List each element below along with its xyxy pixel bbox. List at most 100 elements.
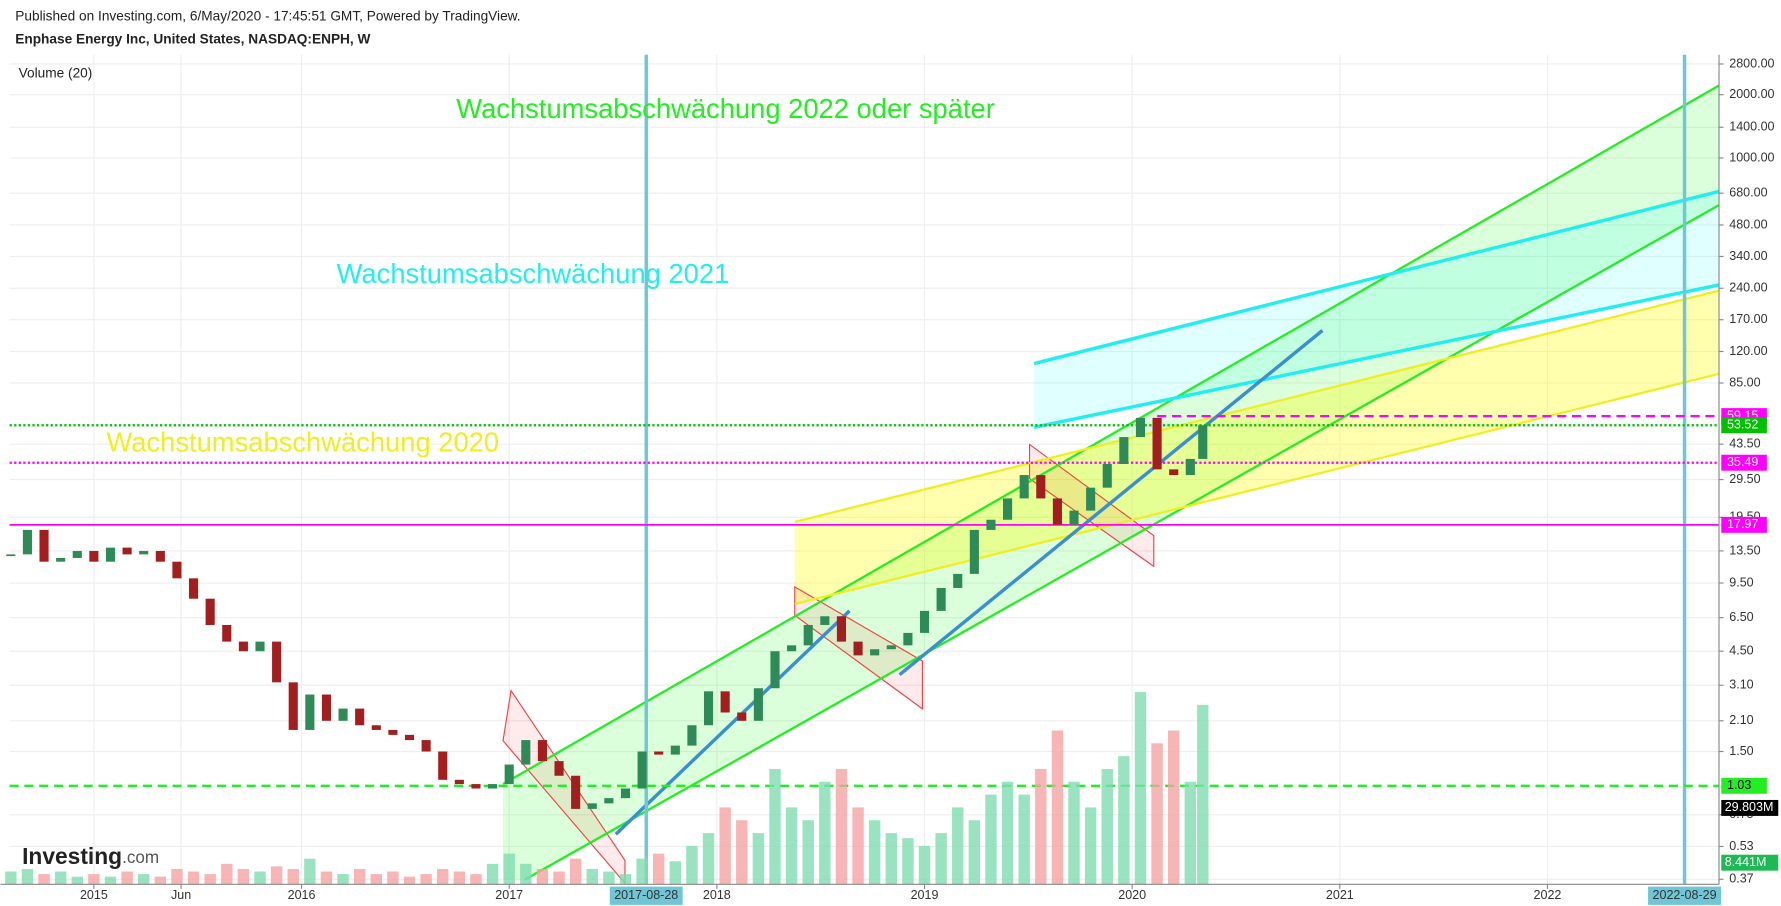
y-tick-label: 3.10 <box>1729 678 1753 692</box>
volume-label: 8.441M <box>1725 855 1767 869</box>
volume-bar <box>1068 781 1080 885</box>
candle <box>637 751 647 789</box>
logo: Investing.com <box>22 843 159 869</box>
y-tick-label: 170.00 <box>1729 312 1767 326</box>
volume-bar <box>337 874 349 885</box>
volume-bar <box>852 807 864 885</box>
candle <box>155 550 165 562</box>
volume-label: 29.803M <box>1725 800 1774 814</box>
candle <box>554 761 564 776</box>
volume-bar <box>719 807 731 885</box>
candle <box>72 550 82 558</box>
volume-bar <box>204 874 216 885</box>
annotation: Wachstumsabschwächung 2022 oder später <box>456 93 995 124</box>
candle <box>936 587 946 611</box>
price-label: 17.97 <box>1727 517 1758 531</box>
candle <box>122 547 132 555</box>
volume-bar <box>636 858 648 885</box>
volume-bar <box>603 871 615 885</box>
symbol-line: Enphase Energy Inc, United States, NASDA… <box>15 31 370 46</box>
channel-line <box>1033 189 1720 366</box>
y-tick-label: 2000.00 <box>1729 87 1774 101</box>
volume-bar <box>1051 730 1064 885</box>
candle <box>22 529 32 555</box>
trend-line <box>898 329 1324 676</box>
candle <box>820 616 830 625</box>
candle <box>1052 498 1062 525</box>
volume-bar <box>1001 781 1014 885</box>
candle <box>438 751 448 780</box>
candle <box>1102 463 1112 488</box>
candle <box>986 519 996 530</box>
volume-bar <box>985 794 997 885</box>
x-tick-label: 2020 <box>1118 888 1146 902</box>
volume-bar <box>902 838 914 885</box>
volume-bar <box>586 868 598 885</box>
x-tick-label: 2019 <box>911 888 939 902</box>
marker-label: 2017-08-28 <box>614 888 678 902</box>
candle <box>1036 475 1046 499</box>
candle <box>737 712 747 721</box>
volume-bar <box>1018 794 1030 885</box>
volume-bar <box>154 876 167 885</box>
volume-bar <box>270 866 283 885</box>
annotation: Wachstumsabschwächung 2021 <box>337 258 730 289</box>
candle <box>836 616 847 642</box>
volume-label-box <box>1721 799 1779 816</box>
volume-bar <box>71 876 83 885</box>
plot <box>5 54 1720 885</box>
candle <box>305 694 315 730</box>
axes: 2800.00 2000.00 1400.00 1000.00 680.00 480.00… <box>80 56 1779 905</box>
volume-bar <box>835 768 848 885</box>
y-tick-label: 9.50 <box>1729 575 1753 589</box>
candle <box>105 547 116 562</box>
candle <box>139 550 149 555</box>
candle <box>1169 469 1179 476</box>
candle <box>787 645 797 652</box>
volume-bar <box>138 874 150 885</box>
volume-bar <box>868 820 881 885</box>
candle <box>753 688 763 721</box>
volume-bar <box>237 868 250 885</box>
volume-bar <box>1134 692 1147 885</box>
candle <box>355 708 365 726</box>
candle <box>587 803 597 809</box>
candle <box>6 554 16 557</box>
volume-bar <box>221 863 233 885</box>
y-tick-label: 0.53 <box>1729 839 1753 853</box>
y-tick-label: 29.50 <box>1729 472 1760 486</box>
volume-bar <box>536 868 549 885</box>
marker-label-box <box>1648 886 1722 905</box>
volume-bar <box>736 820 748 885</box>
x-tick-label: 2018 <box>703 888 731 902</box>
candle <box>172 561 182 579</box>
price-label-box <box>1721 417 1767 434</box>
candle <box>205 598 215 625</box>
volume-bar <box>1167 730 1180 885</box>
volume-bar <box>686 845 698 885</box>
candle <box>703 691 714 726</box>
candle <box>620 788 631 799</box>
candle <box>321 694 332 721</box>
volume-bar <box>769 768 781 885</box>
volume-bar <box>104 876 117 885</box>
annotation: Wachstumsabschwächung 2020 <box>106 427 499 458</box>
volume-bar <box>420 874 432 885</box>
volume-bar <box>320 871 333 885</box>
price-label: 53.52 <box>1727 418 1758 432</box>
volume-bar <box>819 781 831 885</box>
y-tick-label: 240.00 <box>1729 281 1767 295</box>
candle <box>1069 510 1079 525</box>
y-tick-label: 1400.00 <box>1729 120 1774 134</box>
cyan-channel <box>1034 191 1720 428</box>
y-tick-label: 2800.00 <box>1729 56 1774 70</box>
volume-label-box <box>1721 854 1779 871</box>
y-tick-label: 13.50 <box>1729 543 1760 557</box>
x-tick-label: Jun <box>171 888 191 902</box>
y-tick-label: 1.50 <box>1729 744 1753 758</box>
volume-bar <box>619 874 632 885</box>
grid <box>9 54 1720 885</box>
volume-bar <box>453 871 466 885</box>
candle <box>1185 458 1195 476</box>
y-tick-label: 120.00 <box>1729 344 1767 358</box>
